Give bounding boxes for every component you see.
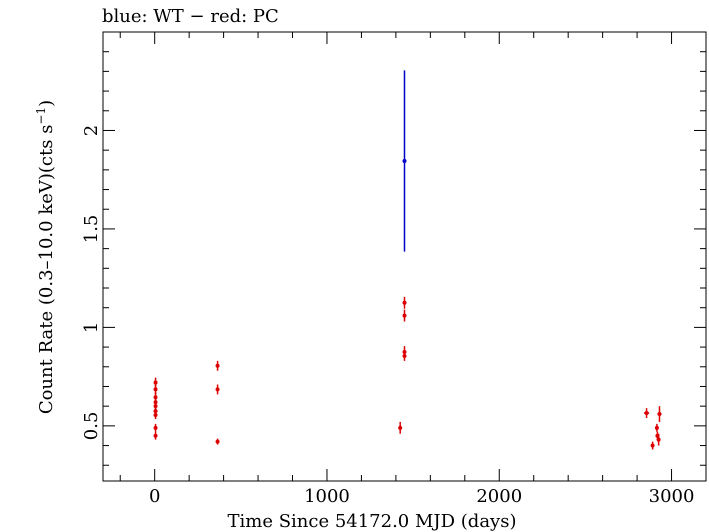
marker [153,425,158,430]
data-point-pc [643,408,650,418]
marker [654,425,659,430]
marker [153,413,158,418]
data-point-pc [215,438,220,445]
y-axis-title-main: Count Rate (0.3–10.0 keV)(cts s [36,125,57,415]
data-point-pc [215,360,220,371]
x-tick-label: 3000 [649,486,695,507]
data-point-pc [153,431,158,440]
data-point-pc [153,411,158,419]
data-point-pc [650,441,655,450]
marker [402,300,407,305]
x-tick-label: 1000 [304,486,350,507]
data-point-pc [657,406,662,422]
data-point-pc [402,296,407,309]
y-axis-title-end: ) [36,100,57,107]
data-points [153,70,662,450]
x-tick-label: 0 [149,486,160,507]
x-axis-title: Time Since 54172.0 MJD (days) [227,511,516,532]
tick-group [103,32,707,481]
marker [402,313,407,318]
y-axis-title: Count Rate (0.3–10.0 keV)(cts s−1) [34,100,57,414]
data-point-wt [402,70,407,252]
marker [153,380,158,385]
marker [644,411,649,416]
y-axis-title-sup: −1 [34,107,48,125]
marker [215,363,220,368]
y-tick-label: 1.5 [81,215,102,244]
x-tick-label: 2000 [476,486,522,507]
data-point-pc [656,433,661,446]
marker [402,158,407,163]
marker [215,439,220,444]
y-tick-label: 1 [81,322,102,333]
y-tick-label: 2 [81,125,102,136]
data-point-pc [398,421,403,434]
marker [153,433,158,438]
marker [153,387,158,392]
data-point-pc [402,309,407,322]
marker [402,353,407,358]
marker [650,443,655,448]
y-tick-label: 0.5 [81,412,102,441]
data-point-pc [402,351,407,361]
marker [398,425,403,430]
chart-title: blue: WT − red: PC [102,6,279,27]
marker [656,437,661,442]
data-point-pc [215,384,220,395]
marker [215,387,220,392]
marker [657,412,662,417]
plot-frame [102,31,707,482]
data-point-pc [153,423,158,432]
tick-label-group: 0 1000 2000 3000 0.5 1 1.5 2 [81,125,694,507]
data-point-pc [654,423,659,432]
